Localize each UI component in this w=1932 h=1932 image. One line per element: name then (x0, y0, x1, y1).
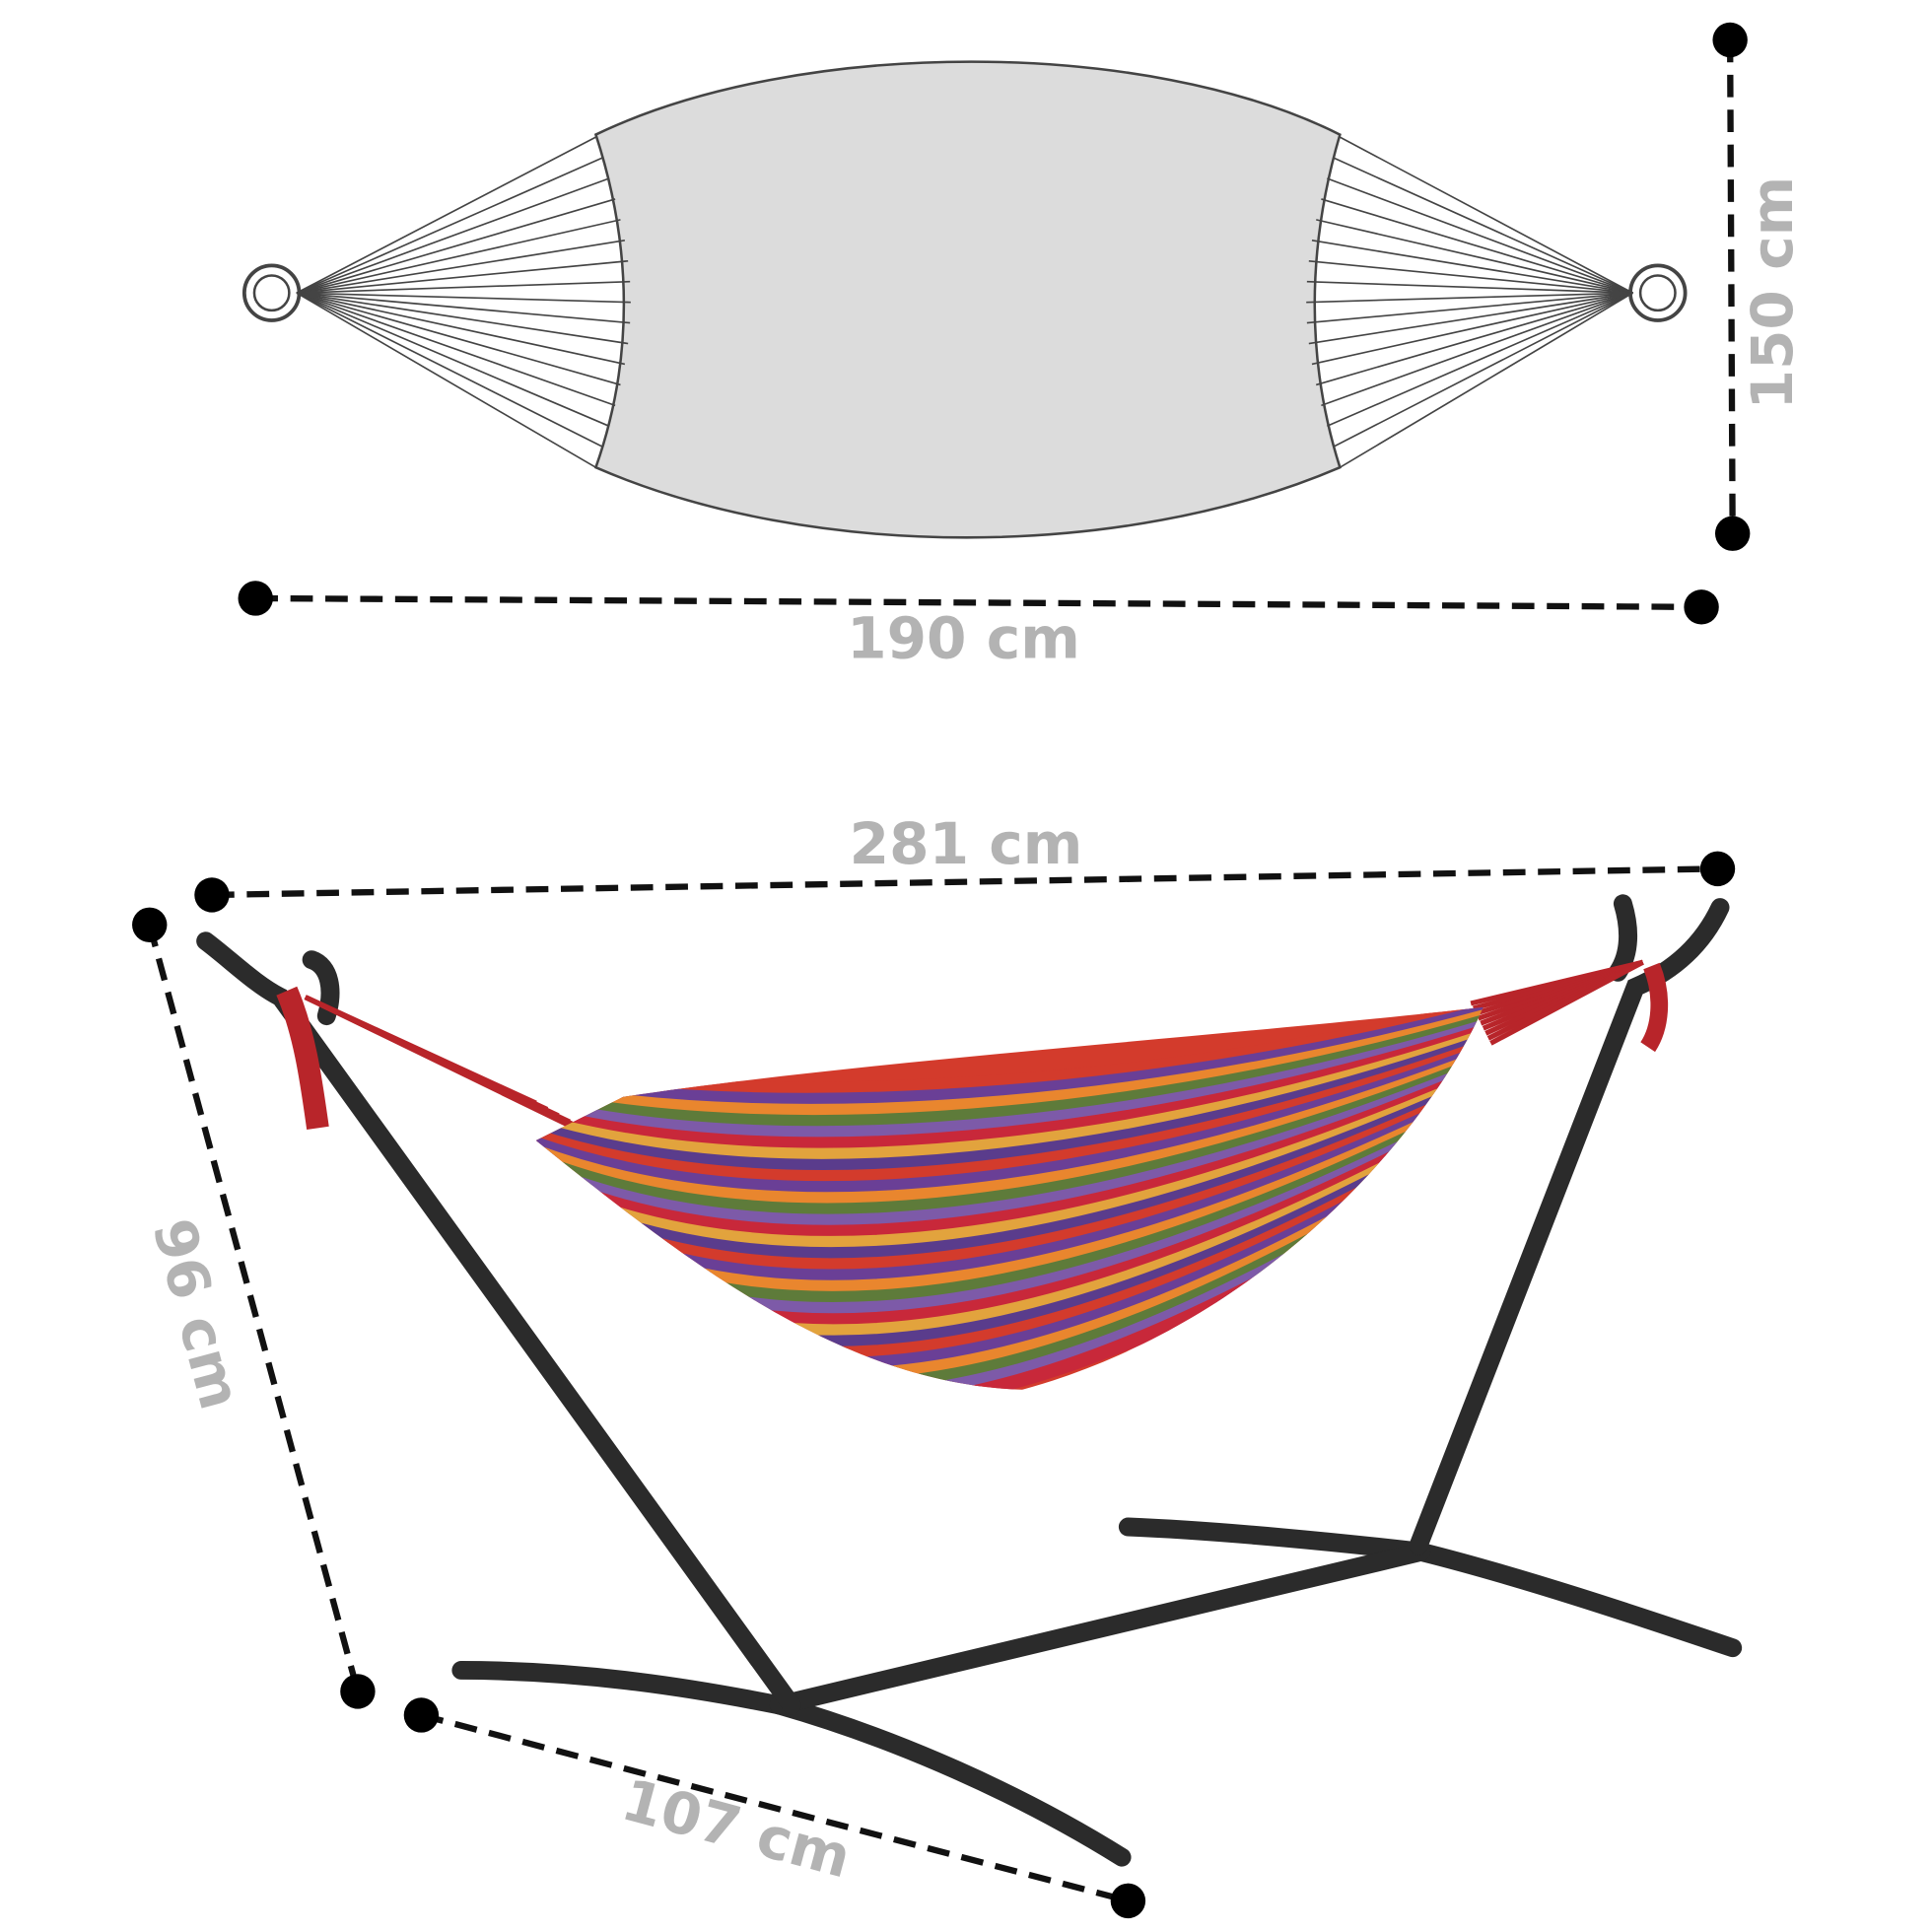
string (296, 219, 621, 294)
string (1311, 292, 1633, 366)
dimension-label: 107 cm (615, 1766, 858, 1892)
string (296, 292, 603, 448)
rope (1489, 959, 1644, 1046)
string (1321, 292, 1633, 407)
string (296, 198, 616, 294)
string (1308, 292, 1633, 345)
dimension-end (340, 1674, 376, 1709)
hook (1608, 894, 1638, 982)
string (1327, 177, 1633, 294)
ring (1638, 274, 1677, 312)
string (1311, 240, 1633, 294)
dimension-label: 150 cm (1739, 176, 1806, 410)
hammock-bed (593, 60, 1342, 539)
ropes (304, 959, 1644, 1155)
string (1339, 136, 1633, 294)
string (1339, 292, 1633, 468)
string (296, 136, 596, 294)
string (296, 259, 629, 294)
string (296, 292, 621, 386)
dimension-label: 190 cm (847, 604, 1080, 671)
right-arm (1409, 898, 1730, 1555)
dimension-end (1110, 1883, 1146, 1919)
dimension-end (1714, 516, 1751, 551)
left-arm (196, 932, 801, 1715)
string (1316, 219, 1633, 294)
hammock-fabric (535, 1006, 1484, 1390)
string (296, 292, 616, 407)
string (1308, 259, 1633, 294)
string (296, 240, 626, 294)
base-bar (769, 1542, 1431, 1715)
string (296, 177, 610, 294)
string (1333, 292, 1633, 448)
string (296, 292, 631, 304)
string (296, 157, 603, 294)
rope-knot (276, 986, 329, 1130)
string (1333, 157, 1633, 294)
dimension-end (1684, 589, 1719, 625)
dimension-end (194, 877, 230, 913)
string (296, 292, 610, 428)
dimension-line (146, 924, 361, 1692)
string (1315, 292, 1633, 386)
dimension-line (1726, 39, 1736, 534)
rope-knot (1640, 962, 1669, 1053)
dimension-end (132, 907, 168, 942)
string (296, 292, 596, 468)
string (296, 292, 629, 345)
string (296, 280, 631, 294)
dimension-label: 281 cm (850, 810, 1083, 877)
string (1306, 292, 1633, 304)
ring (252, 274, 291, 312)
string (296, 292, 631, 324)
hammock-top-view (242, 60, 1688, 539)
dimension-end (1699, 851, 1736, 887)
string (1306, 280, 1633, 294)
dimension-end (403, 1697, 440, 1733)
string (1326, 292, 1633, 428)
dimension-line (420, 1711, 1130, 1904)
dimension-end (238, 581, 273, 616)
dimension-line (255, 594, 1702, 610)
dimension-end (1712, 22, 1748, 58)
string (1321, 198, 1633, 294)
dimension-line (211, 865, 1718, 899)
foot (1118, 1517, 1743, 1658)
string (296, 292, 626, 366)
string (1306, 292, 1633, 324)
